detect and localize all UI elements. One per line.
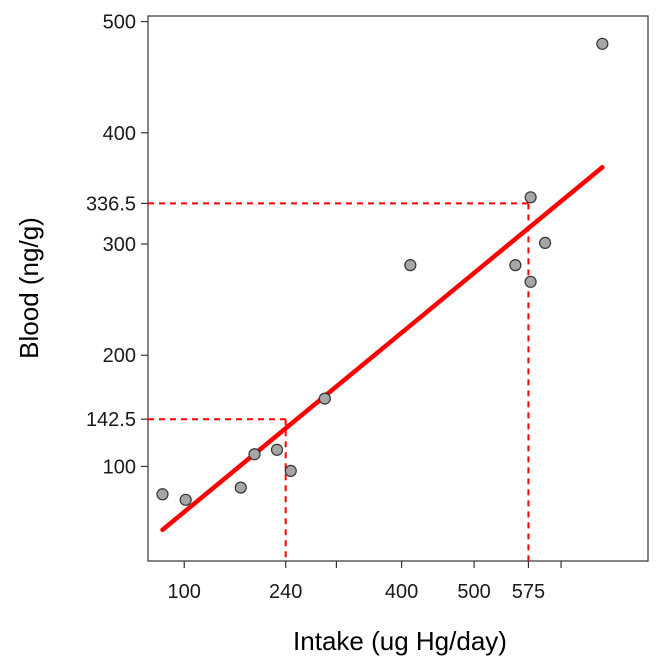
data-point xyxy=(156,488,169,501)
y-tick-label: 200 xyxy=(103,345,136,367)
y-axis-ticks: 100 142.5 200 300 336.5 400 500 xyxy=(86,12,148,478)
y-tick-label: 336.5 xyxy=(86,193,136,215)
data-point xyxy=(284,464,297,478)
data-point xyxy=(596,37,609,50)
y-tick-label: 142.5 xyxy=(86,409,136,431)
data-point xyxy=(404,259,417,272)
x-tick-label: 400 xyxy=(385,581,418,603)
data-point xyxy=(509,259,522,272)
data-point xyxy=(234,481,247,494)
data-point xyxy=(179,493,192,506)
data-point xyxy=(248,448,261,461)
x-tick-label: 575 xyxy=(512,581,545,603)
data-point xyxy=(524,191,537,204)
data-point xyxy=(318,392,331,405)
y-tick-label: 300 xyxy=(103,234,136,256)
x-tick-label: 100 xyxy=(168,581,201,603)
data-point xyxy=(539,236,552,249)
y-tick-label: 100 xyxy=(103,456,136,478)
fit-line-layer xyxy=(160,165,605,533)
data-points xyxy=(156,37,609,506)
y-axis-title: Blood (ng/g) xyxy=(14,217,44,359)
fit-line xyxy=(160,165,605,533)
x-axis-ticks: 100 240 400 500 575 xyxy=(168,561,562,603)
plot-panel xyxy=(147,15,649,562)
data-point xyxy=(524,275,537,288)
x-tick-label: 240 xyxy=(269,581,302,603)
x-tick-label: 500 xyxy=(457,581,490,603)
reference-lines xyxy=(148,202,530,561)
data-point xyxy=(270,443,284,456)
y-tick-label: 400 xyxy=(103,123,136,145)
y-tick-label: 500 xyxy=(103,12,136,34)
x-axis-title: Intake (ug Hg/day) xyxy=(293,626,507,656)
